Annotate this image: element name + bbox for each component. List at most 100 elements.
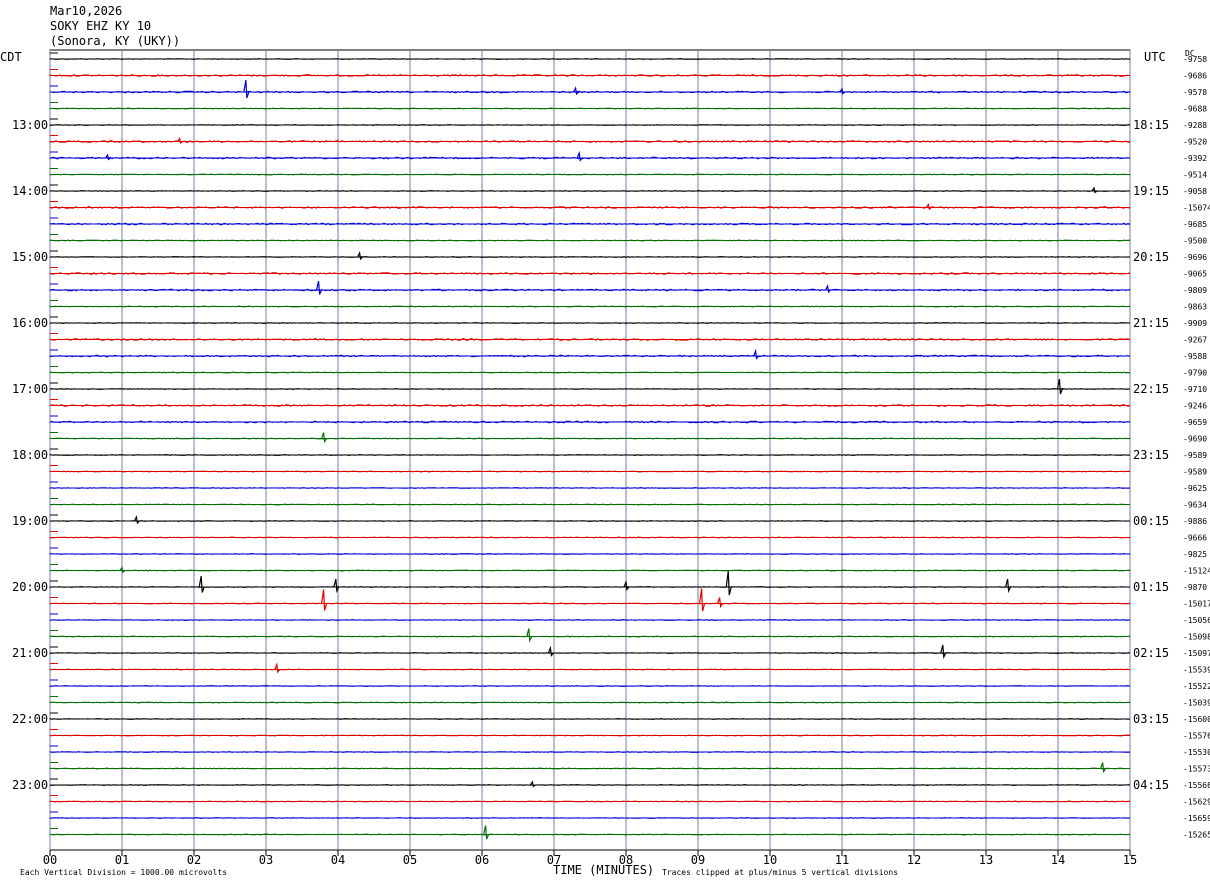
seismic-event-spike [198,576,205,593]
seismic-trace [49,470,1130,473]
seismic-trace [49,74,1131,77]
x-tick-label: 10 [763,853,777,867]
left-timezone-label: CDT [0,50,22,64]
dc-offset-label: -15097 [1183,649,1210,658]
seismic-trace [49,602,1131,605]
seismic-event-spike [699,588,706,612]
right-hour-label: 21:15 [1133,316,1169,330]
seismic-trace [49,685,1131,687]
seismic-event-spike [529,780,536,788]
left-hour-label: 14:00 [12,184,48,198]
dc-offset-label: -9625 [1183,484,1207,493]
dc-offset-label: -9589 [1183,451,1207,460]
seismic-event-spike [573,86,580,96]
dc-offset-label: -9870 [1183,583,1207,592]
dc-offset-label: -9809 [1183,286,1207,295]
x-tick-label: 01 [115,853,129,867]
x-tick-label: 13 [979,853,993,867]
dc-offset-label: -15659 [1183,814,1210,823]
x-tick-label: 15 [1123,853,1137,867]
dc-offset-label: -9666 [1183,534,1207,543]
x-tick-label: 07 [547,853,561,867]
seismic-trace [49,619,1131,621]
left-hour-label: 22:00 [12,712,48,726]
seismic-trace [49,437,1131,440]
seismic-event-spike [243,80,250,99]
seismic-trace [49,371,1131,374]
seismic-trace [49,553,1131,555]
right-hour-label: 01:15 [1133,580,1169,594]
dc-offset-label: -9690 [1183,435,1207,444]
seismic-trace [49,305,1131,308]
left-hour-label: 13:00 [12,118,48,132]
dc-offset-label: -9790 [1183,369,1207,378]
seismic-event-spike [105,153,111,161]
dc-offset-label: -9246 [1183,402,1207,411]
seismic-event-spike [357,251,364,261]
seismic-trace [49,124,1131,126]
seismic-event-spike [1056,378,1063,395]
seismic-trace [49,256,1131,258]
dc-offset-label: -9634 [1183,501,1207,510]
footer-scale-note: Each Vertical Division = 1000.00 microvo… [20,868,228,877]
dc-offset-label: -9886 [1183,517,1207,526]
seismic-trace [49,717,1131,720]
seismic-trace [49,520,1131,522]
seismic-event-spike [333,578,340,594]
dc-offset-label: -9514 [1183,171,1207,180]
seismic-trace [49,222,1131,226]
seismic-event-spike [133,515,140,525]
seismic-trace [49,652,1131,654]
left-hour-label: 18:00 [12,448,48,462]
x-tick-label: 11 [835,853,849,867]
left-hour-label: 15:00 [12,250,48,264]
seismic-trace [49,569,1131,572]
seismic-event-spike [753,348,760,360]
seismic-trace [49,173,1131,176]
dc-offset-label: -9267 [1183,336,1207,345]
seismic-event-spike [315,280,323,295]
left-hour-label: 19:00 [12,514,48,528]
dc-offset-label: -15098 [1183,633,1210,642]
right-hour-label: 22:15 [1133,382,1169,396]
plot-frame [49,49,1131,851]
dc-offset-label: -9500 [1183,237,1207,246]
left-hour-label: 20:00 [12,580,48,594]
seismic-event-spike [274,662,281,674]
dc-offset-label: -15017 [1183,600,1210,609]
right-hour-label: 03:15 [1133,712,1169,726]
seismic-trace [49,734,1130,737]
seismic-event-spike [119,566,126,574]
right-timezone-label: UTC [1144,50,1166,64]
dc-offset-label: -15124 [1183,567,1210,576]
seismic-event-spike [321,589,328,611]
seismic-trace [49,817,1131,819]
dc-offset-label: -15074 [1183,204,1210,213]
left-hour-label: 23:00 [12,778,48,792]
seismic-trace [49,206,1130,209]
dc-offset-label: -9863 [1183,303,1207,312]
dc-offset-label: -9520 [1183,138,1207,147]
seismic-trace [49,156,1131,160]
dc-offset-label: -9065 [1183,270,1207,279]
seismic-trace [49,388,1131,390]
seismic-trace [49,487,1131,489]
seismic-trace [49,90,1131,94]
x-tick-label: 03 [259,853,273,867]
x-axis-title: TIME (MINUTES) [553,863,655,877]
header-station: SOKY EHZ KY 10 [50,19,152,33]
seismic-event-spike [321,432,328,444]
x-tick-label: 02 [187,853,201,867]
x-tick-label: 14 [1051,853,1065,867]
seismic-event-spike [177,137,183,145]
dc-offset-label: -15573 [1183,765,1210,774]
seismic-event-spike [526,628,533,643]
seismic-event-spike [940,644,947,660]
seismic-event-spike [839,87,846,95]
dc-offset-label: -15522 [1183,682,1210,691]
dc-offset-label: -9058 [1183,187,1207,196]
dc-offset-label: -9758 [1183,55,1207,64]
dc-offset-label: -9825 [1183,550,1207,559]
right-hour-label: 04:15 [1133,778,1169,792]
